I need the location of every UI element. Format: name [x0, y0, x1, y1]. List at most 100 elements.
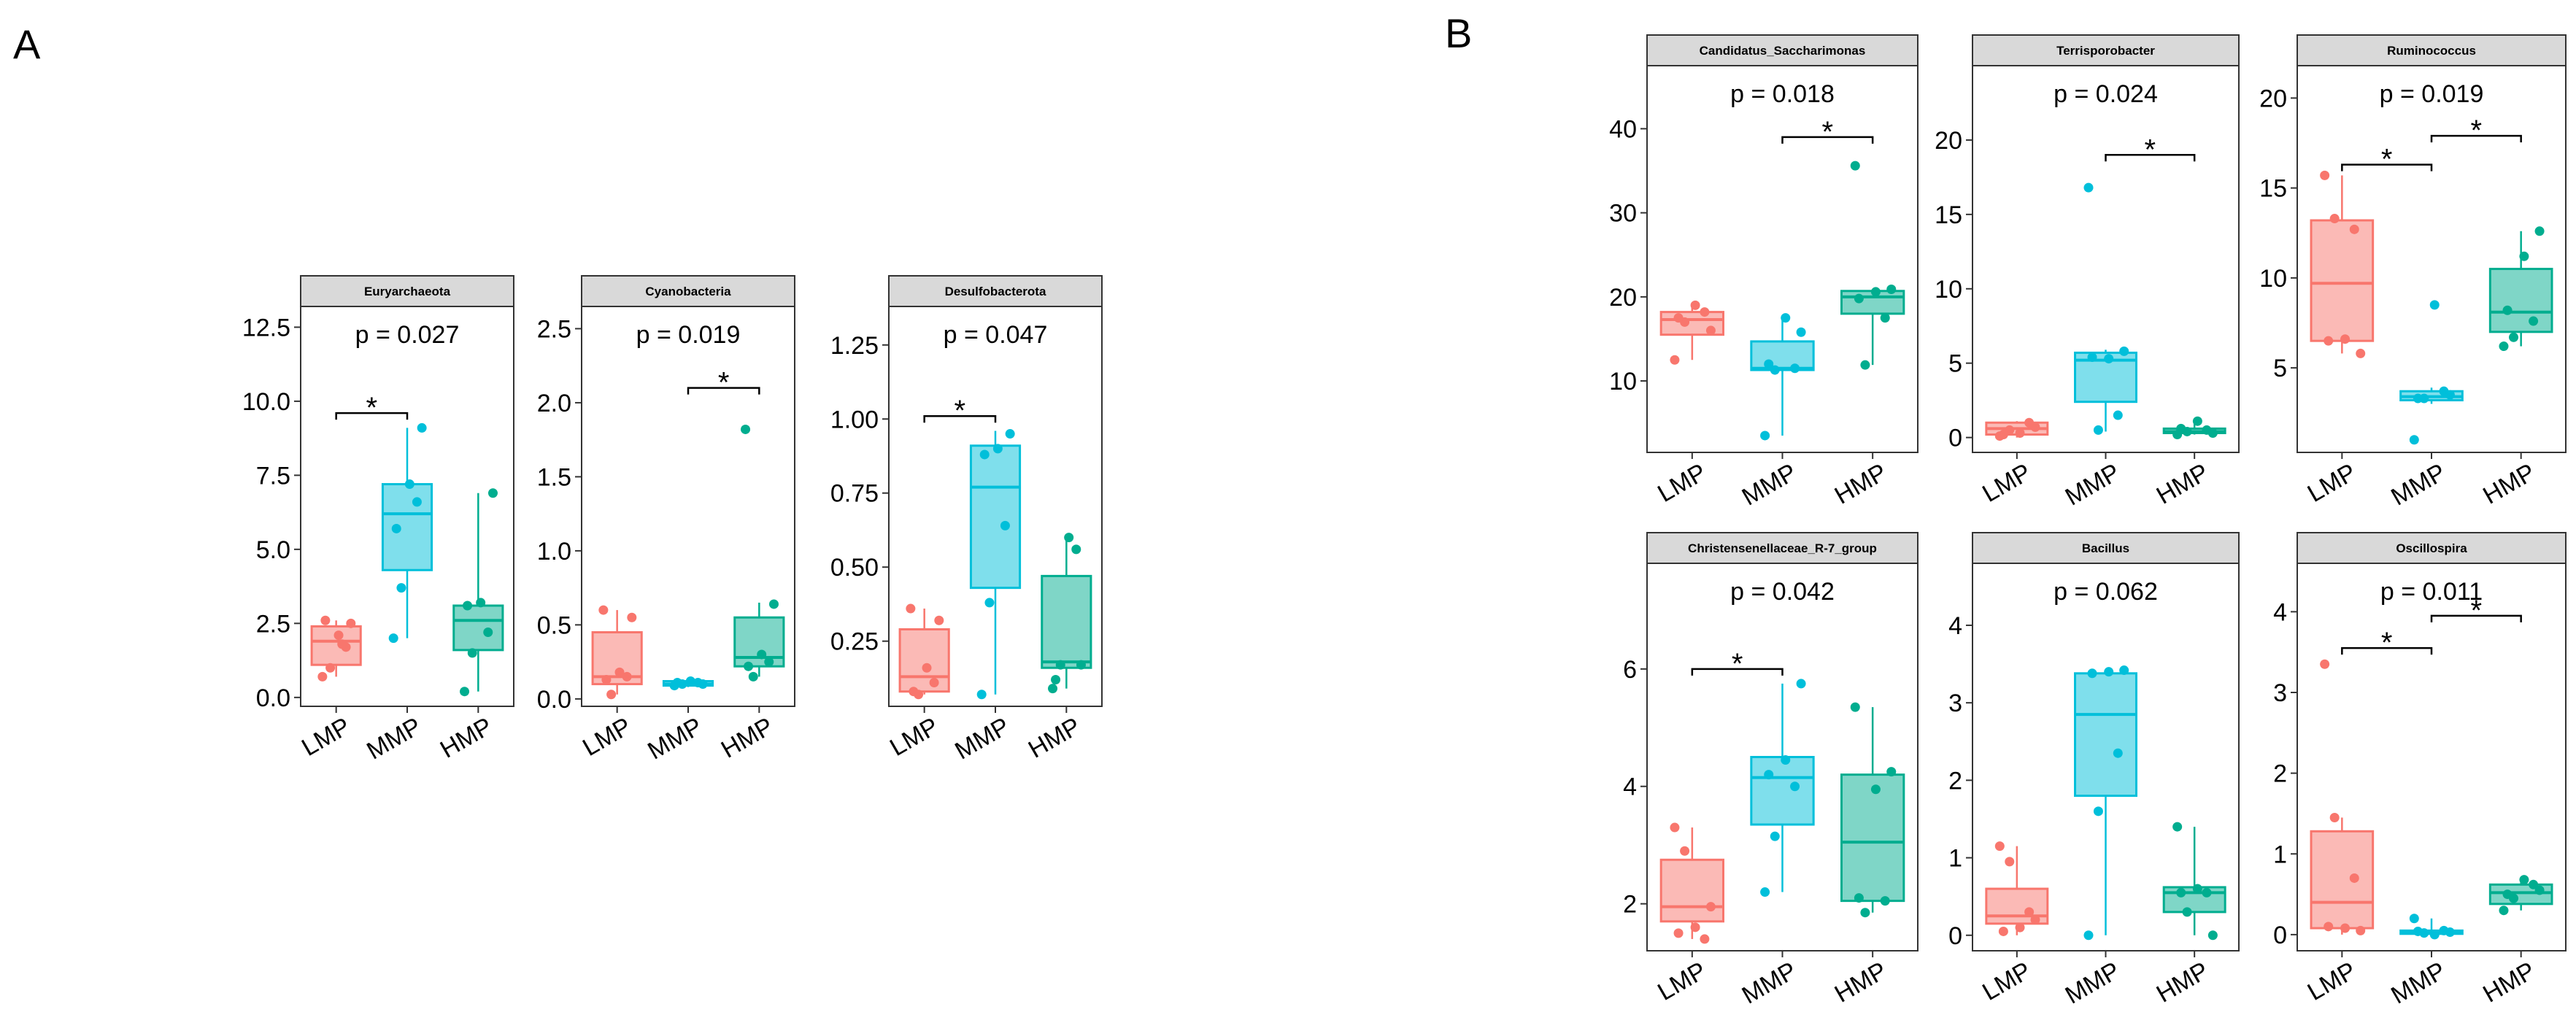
x-tick-label: LMP	[1653, 957, 1711, 1006]
y-tick-label: 30	[1609, 200, 1637, 228]
x-tick-label: MMP	[643, 712, 707, 765]
data-point	[1764, 770, 1774, 780]
facet-strip	[2297, 34, 2567, 66]
significance-star: *	[955, 395, 966, 427]
facet-strip	[1972, 34, 2240, 66]
data-point	[979, 449, 990, 460]
data-point	[2119, 346, 2129, 356]
panel-label-b: B	[1445, 10, 1472, 56]
y-tick-label: 0.0	[537, 686, 571, 714]
data-point	[1770, 831, 1780, 841]
data-point	[906, 603, 916, 614]
data-point	[757, 649, 767, 660]
data-point	[1680, 846, 1690, 856]
box-lmp	[2310, 219, 2375, 342]
data-point	[2176, 887, 2186, 897]
data-point	[1796, 327, 1806, 337]
facet-chart: Terrisporobacter p = 0.024 0 5 10 15 20 LMP MMP H…	[1935, 34, 2240, 511]
data-point	[1700, 307, 1710, 317]
y-tick-label: 2.0	[537, 390, 571, 417]
data-point	[1886, 284, 1897, 294]
significance-star: *	[718, 367, 730, 399]
data-point	[391, 523, 401, 533]
data-point	[2202, 887, 2212, 897]
data-point	[2087, 352, 2097, 363]
data-point	[487, 488, 498, 498]
data-point	[627, 612, 637, 622]
facet-strip	[888, 275, 1103, 307]
facet-title: Ruminococcus	[2387, 44, 2476, 58]
facet-title: Candidatus_Saccharimonas	[1700, 44, 1866, 58]
data-point	[1705, 902, 1716, 912]
x-tick-label: MMP	[2386, 458, 2450, 511]
data-point	[333, 630, 344, 641]
facet-title: Terrisporobacter	[2056, 44, 2155, 58]
data-point	[2093, 806, 2103, 817]
data-point	[2087, 668, 2097, 679]
box-mmp	[381, 483, 433, 571]
data-point	[1760, 431, 1770, 441]
y-tick-label: 5.0	[256, 536, 290, 564]
box-hmp	[452, 604, 504, 652]
data-point	[1854, 893, 1864, 903]
data-point	[929, 678, 939, 688]
facet-strip	[1646, 532, 1918, 564]
data-point	[1770, 365, 1780, 375]
x-tick-label: LMP	[1653, 458, 1711, 508]
significance-star: *	[2381, 144, 2393, 176]
x-tick-label: HMP	[1830, 458, 1891, 510]
data-point	[2182, 907, 2192, 917]
data-point	[388, 633, 398, 644]
data-point	[685, 676, 695, 686]
data-point	[2356, 348, 2366, 358]
data-point	[2113, 748, 2123, 758]
data-point	[744, 661, 754, 671]
data-point	[992, 444, 1003, 454]
data-point	[741, 424, 751, 434]
data-point	[698, 679, 708, 690]
x-tick-label: HMP	[436, 712, 497, 764]
x-tick-label: LMP	[1978, 458, 2036, 508]
x-tick-label: MMP	[950, 712, 1014, 765]
data-point	[1860, 360, 1870, 370]
box-mmp	[1750, 340, 1815, 371]
p-value-label: p = 0.042	[1730, 578, 1835, 606]
data-point	[1998, 430, 2008, 440]
y-tick-label: 1.25	[830, 332, 879, 360]
data-point	[1880, 313, 1890, 323]
facet-chart: Oscillospira p = 0.011 0 1 2 3 4 LMP MMP HMP * *	[2273, 532, 2567, 1010]
data-point	[2445, 390, 2455, 400]
y-tick-label: 20	[1935, 127, 1962, 155]
data-point	[2329, 812, 2340, 822]
y-tick-label: 0	[2273, 922, 2287, 949]
x-tick-label: MMP	[2061, 458, 2125, 511]
data-point	[2534, 885, 2545, 895]
data-point	[1880, 896, 1890, 906]
data-point	[2104, 667, 2114, 677]
y-tick-label: 10	[1935, 276, 1962, 304]
y-tick-label: 40	[1609, 115, 1637, 143]
data-point	[764, 657, 774, 667]
significance-bracket	[1691, 668, 1783, 676]
facet-strip	[2297, 532, 2567, 564]
y-tick-label: 2	[1948, 767, 1962, 795]
x-tick-label: LMP	[2303, 957, 2361, 1006]
y-tick-label: 2	[2273, 760, 2287, 788]
y-tick-label: 0.0	[256, 684, 290, 712]
data-point	[2192, 884, 2202, 894]
x-tick-label: HMP	[2152, 957, 2213, 1008]
data-point	[1690, 300, 1700, 310]
y-tick-label: 10.0	[242, 388, 290, 416]
data-point	[2324, 922, 2334, 932]
data-point	[1071, 544, 1081, 555]
data-point	[320, 615, 331, 625]
data-point	[1048, 684, 1058, 694]
y-tick-label: 2.5	[256, 610, 290, 638]
data-point	[2340, 334, 2351, 344]
x-tick-label: LMP	[2303, 458, 2361, 508]
significance-bracket	[2105, 154, 2196, 162]
box-hmp	[1840, 773, 1905, 903]
y-tick-label: 15	[1935, 201, 1962, 229]
data-point	[1781, 755, 1791, 765]
data-point	[2413, 926, 2423, 936]
